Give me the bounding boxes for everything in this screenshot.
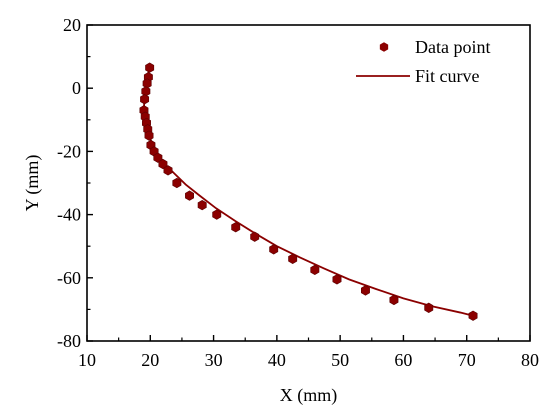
data-point	[163, 165, 173, 176]
data-point	[142, 78, 152, 89]
y-tick-label: -80	[57, 331, 81, 351]
x-tick-label: 80	[521, 350, 539, 370]
data-point	[140, 94, 150, 105]
data-point	[360, 285, 370, 296]
x-tick-label: 40	[268, 350, 286, 370]
data-point	[288, 253, 298, 264]
x-tick-label: 20	[141, 350, 159, 370]
y-tick-label: -60	[57, 268, 81, 288]
data-point	[144, 130, 154, 141]
data-point	[158, 158, 168, 170]
y-tick-label: 20	[63, 15, 81, 35]
data-point	[212, 209, 222, 220]
x-tick-label: 10	[78, 350, 96, 370]
legend-data-point-marker	[379, 42, 389, 52]
data-point	[145, 62, 155, 73]
y-tick-label: -20	[57, 141, 81, 161]
data-point	[424, 302, 434, 313]
axis-ticks: 10 20 30 40 50 60 70 80 -80 -60 -40 -20 0 20	[57, 15, 539, 370]
data-point	[197, 199, 207, 211]
data-point	[153, 152, 163, 163]
data-point	[389, 294, 399, 306]
data-point	[172, 177, 182, 189]
legend-label-data-point: Data point	[415, 37, 490, 57]
legend: Data point Fit curve	[356, 37, 490, 86]
data-point	[310, 264, 320, 276]
y-axis-label: Y (mm)	[22, 155, 43, 212]
fit-curve-line	[143, 69, 474, 317]
x-tick-label: 70	[458, 350, 476, 370]
x-tick-label: 30	[205, 350, 223, 370]
y-tick-label: 0	[72, 78, 81, 98]
data-point	[185, 190, 194, 201]
data-point	[269, 244, 279, 255]
data-point	[468, 310, 478, 321]
data-point	[332, 274, 342, 285]
x-axis-label: X (mm)	[280, 385, 338, 406]
x-tick-label: 60	[394, 350, 412, 370]
legend-label-fit-curve: Fit curve	[415, 66, 480, 86]
fit-curve-layer	[143, 69, 474, 317]
data-point	[250, 231, 260, 242]
data-point	[141, 86, 151, 97]
y-tick-label: -40	[57, 205, 81, 225]
data-points-layer	[139, 62, 478, 321]
data-point	[231, 222, 241, 233]
x-tick-label: 50	[331, 350, 349, 370]
